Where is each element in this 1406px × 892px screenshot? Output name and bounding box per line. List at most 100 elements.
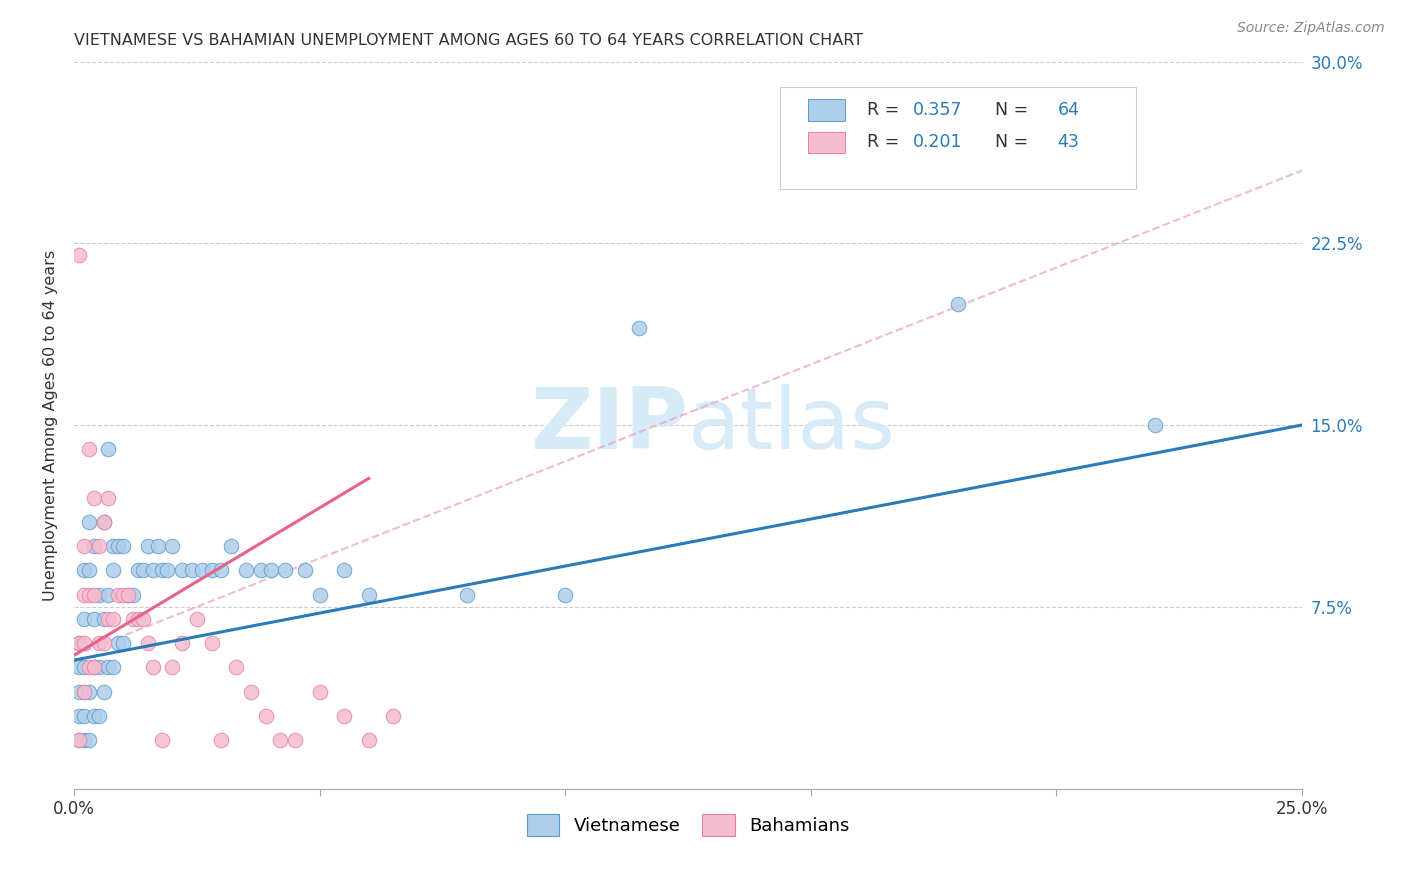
Text: 43: 43	[1057, 134, 1080, 152]
Point	[77, 563, 100, 577]
Point	[103, 539, 125, 553]
Text: 64: 64	[1057, 101, 1080, 120]
Point	[77, 515, 100, 529]
Point	[294, 563, 316, 577]
Point	[67, 248, 90, 262]
Point	[209, 563, 232, 577]
Text: N =: N =	[984, 134, 1033, 152]
Point	[67, 708, 90, 723]
Point	[83, 588, 105, 602]
Point	[333, 708, 356, 723]
Point	[107, 539, 129, 553]
Point	[87, 539, 110, 553]
Point	[73, 539, 96, 553]
Point	[152, 733, 174, 747]
Point	[67, 684, 90, 698]
Point	[73, 588, 96, 602]
Text: Source: ZipAtlas.com: Source: ZipAtlas.com	[1237, 21, 1385, 35]
Point	[93, 612, 115, 626]
Point	[308, 588, 330, 602]
Text: R =: R =	[868, 134, 905, 152]
Text: 0.201: 0.201	[912, 134, 962, 152]
Point	[97, 612, 120, 626]
Point	[83, 660, 105, 674]
FancyBboxPatch shape	[808, 99, 845, 121]
Point	[1143, 417, 1166, 432]
Point	[67, 660, 90, 674]
Point	[627, 321, 650, 335]
Point	[554, 588, 576, 602]
Point	[77, 442, 100, 457]
Point	[73, 733, 96, 747]
Point	[87, 588, 110, 602]
Point	[73, 708, 96, 723]
Point	[97, 588, 120, 602]
Point	[456, 588, 478, 602]
Point	[136, 636, 159, 650]
Point	[73, 684, 96, 698]
Point	[284, 733, 307, 747]
Point	[142, 660, 165, 674]
Point	[67, 733, 90, 747]
Point	[357, 733, 380, 747]
Point	[83, 612, 105, 626]
Y-axis label: Unemployment Among Ages 60 to 64 years: Unemployment Among Ages 60 to 64 years	[44, 250, 58, 600]
Point	[107, 588, 129, 602]
Point	[127, 563, 149, 577]
Point	[103, 563, 125, 577]
Point	[83, 539, 105, 553]
Point	[97, 442, 120, 457]
Point	[117, 588, 139, 602]
Point	[87, 636, 110, 650]
Point	[67, 636, 90, 650]
Point	[112, 636, 135, 650]
Point	[73, 684, 96, 698]
Point	[269, 733, 291, 747]
Point	[172, 563, 194, 577]
Point	[117, 588, 139, 602]
Point	[146, 539, 169, 553]
Point	[333, 563, 356, 577]
Point	[83, 660, 105, 674]
Point	[142, 563, 165, 577]
Point	[235, 563, 257, 577]
Point	[77, 588, 100, 602]
Point	[77, 733, 100, 747]
Point	[93, 684, 115, 698]
Point	[122, 612, 145, 626]
Point	[132, 612, 155, 626]
Point	[259, 563, 281, 577]
FancyBboxPatch shape	[808, 132, 845, 153]
Point	[186, 612, 208, 626]
Point	[172, 636, 194, 650]
Point	[225, 660, 247, 674]
Point	[239, 684, 262, 698]
Point	[201, 563, 224, 577]
Point	[112, 588, 135, 602]
Point	[308, 684, 330, 698]
Text: atlas: atlas	[688, 384, 896, 467]
Point	[122, 588, 145, 602]
Text: VIETNAMESE VS BAHAMIAN UNEMPLOYMENT AMONG AGES 60 TO 64 YEARS CORRELATION CHART: VIETNAMESE VS BAHAMIAN UNEMPLOYMENT AMON…	[75, 33, 863, 48]
Legend: Vietnamese, Bahamians: Vietnamese, Bahamians	[517, 805, 859, 845]
Point	[77, 660, 100, 674]
Point	[67, 636, 90, 650]
Point	[93, 515, 115, 529]
Point	[83, 491, 105, 505]
Point	[103, 612, 125, 626]
Point	[382, 708, 405, 723]
Point	[83, 708, 105, 723]
FancyBboxPatch shape	[780, 87, 1136, 189]
Point	[107, 636, 129, 650]
Point	[97, 491, 120, 505]
Point	[87, 660, 110, 674]
Point	[162, 539, 184, 553]
Point	[191, 563, 214, 577]
Text: R =: R =	[868, 101, 905, 120]
Point	[274, 563, 297, 577]
Point	[136, 539, 159, 553]
Point	[219, 539, 242, 553]
Point	[93, 515, 115, 529]
Point	[77, 684, 100, 698]
Text: ZIP: ZIP	[530, 384, 688, 467]
